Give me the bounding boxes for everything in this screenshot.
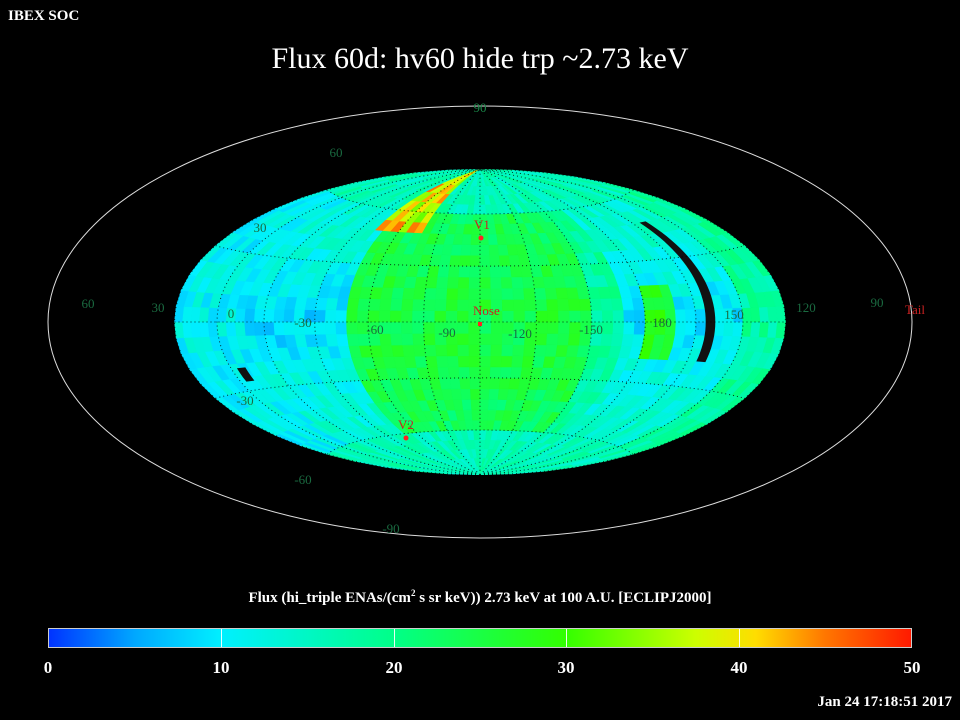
v1-label: V1 — [474, 217, 490, 232]
v1-marker — [478, 235, 484, 241]
colorbar-tick-40: 40 — [730, 658, 748, 677]
timestamp: Jan 24 17:18:51 2017 — [817, 694, 952, 710]
v2-label: V2 — [398, 417, 414, 432]
lon-label-90: 90 — [871, 295, 884, 310]
lon-label-m90: -90 — [438, 325, 455, 340]
graticule — [173, 168, 787, 476]
colorbar — [48, 628, 912, 648]
flux-cells — [174, 169, 786, 475]
tail-label: Tail — [905, 302, 925, 317]
colorbar-title: Flux (hi_triple ENAs/(cm2 s sr keV)) 2.7… — [248, 588, 712, 606]
map-outline — [47, 105, 913, 539]
lon-label-150: 150 — [724, 307, 744, 322]
colorbar-tick-0: 0 — [43, 658, 53, 677]
organization-label: IBEX SOC — [8, 8, 80, 24]
colorbar-tick-10: 10 — [212, 658, 230, 677]
lon-label-30: 30 — [152, 300, 165, 315]
lon-label-180: 180 — [652, 315, 672, 330]
lon-label-m30: -30 — [294, 315, 311, 330]
colorbar-tick-20: 20 — [385, 658, 403, 677]
colorbar-tick-30: 30 — [557, 658, 575, 677]
lon-label-0: 0 — [228, 306, 235, 321]
nose-marker — [478, 322, 482, 326]
lon-label-60: 60 — [82, 296, 95, 311]
lon-label-120: 120 — [796, 300, 816, 315]
lat-label-m30: -30 — [236, 393, 253, 408]
sky-map: 90 60 30 -30 -60 -90 60 30 0 -30 -60 -90… — [47, 100, 925, 539]
colorbar-tick-50: 50 — [903, 658, 921, 677]
lat-label-90: 90 — [474, 100, 487, 115]
v2-marker — [403, 435, 409, 441]
nose-label: Nose — [473, 303, 500, 318]
lon-label-m60: -60 — [366, 322, 383, 337]
lat-label-30: 30 — [254, 220, 267, 235]
lon-label-m120: -120 — [508, 326, 532, 341]
lat-label-60: 60 — [330, 145, 343, 160]
map-title: Flux 60d: hv60 hide trp ~2.73 keV — [271, 42, 689, 75]
lon-label-m150: -150 — [579, 322, 603, 337]
lat-label-m60: -60 — [294, 472, 311, 487]
lat-label-m90: -90 — [382, 521, 399, 536]
